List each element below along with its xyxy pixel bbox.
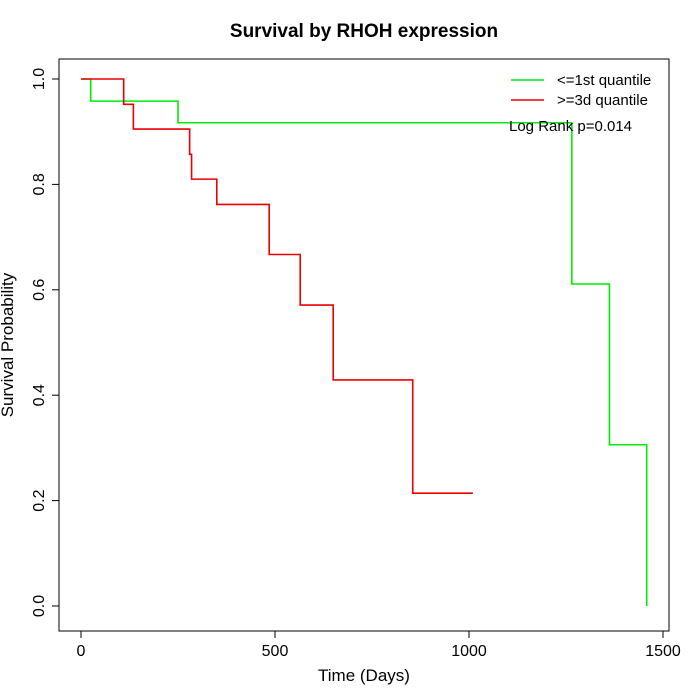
chart-title: Survival by RHOH expression xyxy=(230,21,498,42)
x-tick-label: 0 xyxy=(77,643,86,660)
y-tick-label: 0.4 xyxy=(31,384,48,406)
y-tick-label: 0.6 xyxy=(31,279,48,301)
x-tick-label: 1000 xyxy=(451,643,487,660)
y-axis-label: Survival Probability xyxy=(0,272,17,417)
y-tick-label: 0.8 xyxy=(31,173,48,195)
legend-label: >=3d quantile xyxy=(557,92,648,109)
plot-frame xyxy=(58,58,670,632)
legend: <=1st quantile >=3d quantile xyxy=(511,72,651,109)
y-tick-label: 0.0 xyxy=(31,595,48,617)
x-axis: 0 500 1000 1500 xyxy=(77,630,681,660)
log-rank-annotation: Log Rank p=0.014 xyxy=(509,118,632,135)
legend-label: <=1st quantile xyxy=(557,72,651,89)
y-tick-label: 1.0 xyxy=(31,68,48,90)
y-axis: 0.0 0.2 0.4 0.6 0.8 1.0 xyxy=(31,68,60,617)
x-tick-label: 1500 xyxy=(645,643,681,660)
x-axis-label: Time (Days) xyxy=(318,666,410,685)
series-layer xyxy=(81,78,648,606)
y-tick-label: 0.2 xyxy=(31,489,48,511)
series-line-2 xyxy=(81,78,473,495)
x-tick-label: 500 xyxy=(262,643,289,660)
series-line-1 xyxy=(81,78,648,606)
